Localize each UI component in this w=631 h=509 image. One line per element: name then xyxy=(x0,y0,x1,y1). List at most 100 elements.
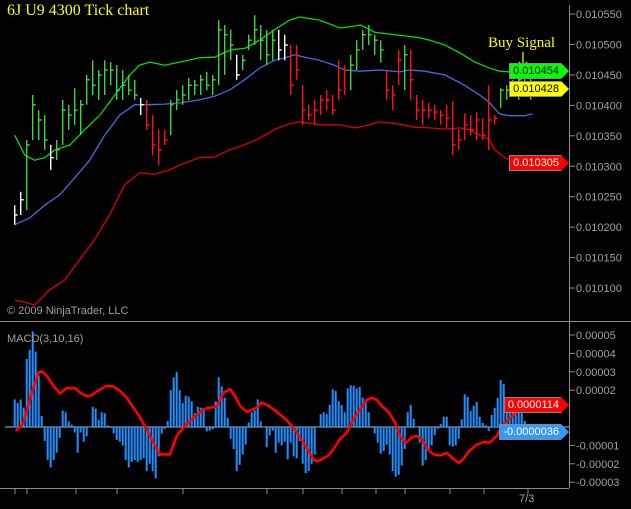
macd-histogram-bar xyxy=(322,412,325,427)
upper-band-line xyxy=(14,16,525,161)
price-bar xyxy=(488,85,492,150)
price-bar xyxy=(181,85,186,105)
macd-histogram-bar xyxy=(139,427,142,461)
macd-axis-tick-label: 0.00004 xyxy=(576,348,616,360)
price-bar xyxy=(175,90,180,111)
macd-histogram-bar xyxy=(37,375,40,427)
macd-histogram-bar xyxy=(418,427,421,443)
macd-histogram-bar xyxy=(340,404,343,427)
macd-histogram-bar xyxy=(283,427,286,442)
macd-histogram-bar xyxy=(331,389,334,427)
price-bar xyxy=(410,49,414,100)
macd-histogram-bar xyxy=(163,427,166,429)
macd-histogram-bar xyxy=(250,412,253,427)
macd-histogram-bar xyxy=(424,427,427,461)
price-axis-tick-label: 0.010300 xyxy=(576,161,622,173)
axes: 0.010550 0.010500 0.010450 0.010400 0.010350… xyxy=(0,5,631,505)
upper-band-price-tag: 0.010454 xyxy=(509,63,569,79)
macd-histogram-bar xyxy=(436,427,439,429)
macd-histogram-bar xyxy=(226,417,229,427)
macd-histogram-bar xyxy=(382,427,385,451)
macd-histogram-bar xyxy=(328,404,331,427)
price-bar xyxy=(79,99,84,136)
macd-histogram-bar xyxy=(79,427,82,433)
macd-histogram-bar xyxy=(478,416,481,427)
macd-histogram-bar xyxy=(142,427,145,459)
macd-histogram-bar xyxy=(400,427,403,466)
price-bar xyxy=(416,94,420,120)
macd-histogram-bar xyxy=(508,404,511,427)
macd-histogram-bar xyxy=(337,401,340,427)
price-bar xyxy=(452,101,456,156)
price-panel xyxy=(13,15,534,306)
macd-histogram-bar xyxy=(373,427,376,434)
macd-histogram-bar xyxy=(493,407,496,427)
macd-histogram-bar xyxy=(367,412,370,427)
price-bar xyxy=(115,65,120,100)
macd-histogram-bar xyxy=(430,427,433,446)
macd-histogram-bar xyxy=(253,410,256,427)
price-bar xyxy=(326,90,330,111)
macd-histogram-bar xyxy=(211,427,214,430)
macd-histogram-bar xyxy=(169,390,172,427)
macd-histogram-bar xyxy=(490,415,493,427)
macd-axis-tick-label: 0.00003 xyxy=(576,367,616,379)
macd-histogram-bar xyxy=(346,388,349,427)
macd-histogram-bar xyxy=(121,427,124,446)
macd-histogram-bar xyxy=(334,390,337,427)
price-axis-tick-label: 0.010150 xyxy=(576,253,622,265)
macd-histogram-bar xyxy=(199,407,202,427)
price-bar xyxy=(386,70,390,100)
macd-signal-value-tag: 0.0000114 xyxy=(503,397,570,413)
price-bar xyxy=(308,104,312,120)
macd-histogram-bar xyxy=(256,399,259,427)
macd-axis-tick-label: -0.00003 xyxy=(576,477,619,489)
macd-histogram-bar xyxy=(175,371,178,427)
price-bar xyxy=(356,40,360,71)
macd-histogram-bar xyxy=(115,427,118,440)
macd-histogram-bar xyxy=(85,427,88,437)
macd-histogram-bar xyxy=(304,427,307,473)
macd-histogram-bar xyxy=(295,427,298,459)
price-bar xyxy=(320,94,324,116)
macd-signal-line xyxy=(14,370,532,465)
price-bar xyxy=(151,115,156,156)
price-bar xyxy=(205,71,210,91)
macd-histogram-bar xyxy=(109,427,112,428)
price-bar xyxy=(121,70,126,100)
price-bar xyxy=(127,74,132,95)
price-bar xyxy=(223,24,228,75)
price-bar xyxy=(422,99,426,125)
price-bar xyxy=(85,74,90,105)
macd-histogram-bar xyxy=(112,427,115,434)
price-bar xyxy=(62,99,66,145)
macd-histogram-bar xyxy=(58,427,61,439)
macd-histogram-bar xyxy=(34,351,37,427)
macd-histogram-bar xyxy=(88,427,91,428)
macd-histogram-bar xyxy=(325,414,328,427)
price-bar xyxy=(109,62,114,86)
macd-histogram-bar xyxy=(298,427,301,441)
macd-histogram-bar xyxy=(355,388,358,427)
price-bar xyxy=(247,34,252,50)
macd-histogram-bar xyxy=(202,408,205,427)
macd-indicator-label: MACD(3,10,16) xyxy=(7,333,84,345)
price-bar xyxy=(26,140,30,211)
lower-band-line xyxy=(14,121,530,306)
macd-histogram-bar xyxy=(310,427,313,464)
macd-histogram-bar xyxy=(25,358,28,427)
price-bar xyxy=(103,60,108,95)
price-bar xyxy=(169,99,174,136)
macd-histogram-bar xyxy=(391,427,394,472)
macd-histogram-bar xyxy=(214,401,217,427)
macd-histogram-bar xyxy=(133,427,136,461)
macd-histogram-bar xyxy=(289,427,292,443)
price-bar xyxy=(332,94,336,116)
macd-histogram-bar xyxy=(16,403,19,427)
macd-histogram-bar xyxy=(208,427,211,431)
price-bar xyxy=(296,45,300,80)
macd-histogram-bar xyxy=(499,379,502,427)
price-bar xyxy=(500,88,504,108)
price-bar xyxy=(266,29,270,66)
price-bar xyxy=(13,205,18,225)
